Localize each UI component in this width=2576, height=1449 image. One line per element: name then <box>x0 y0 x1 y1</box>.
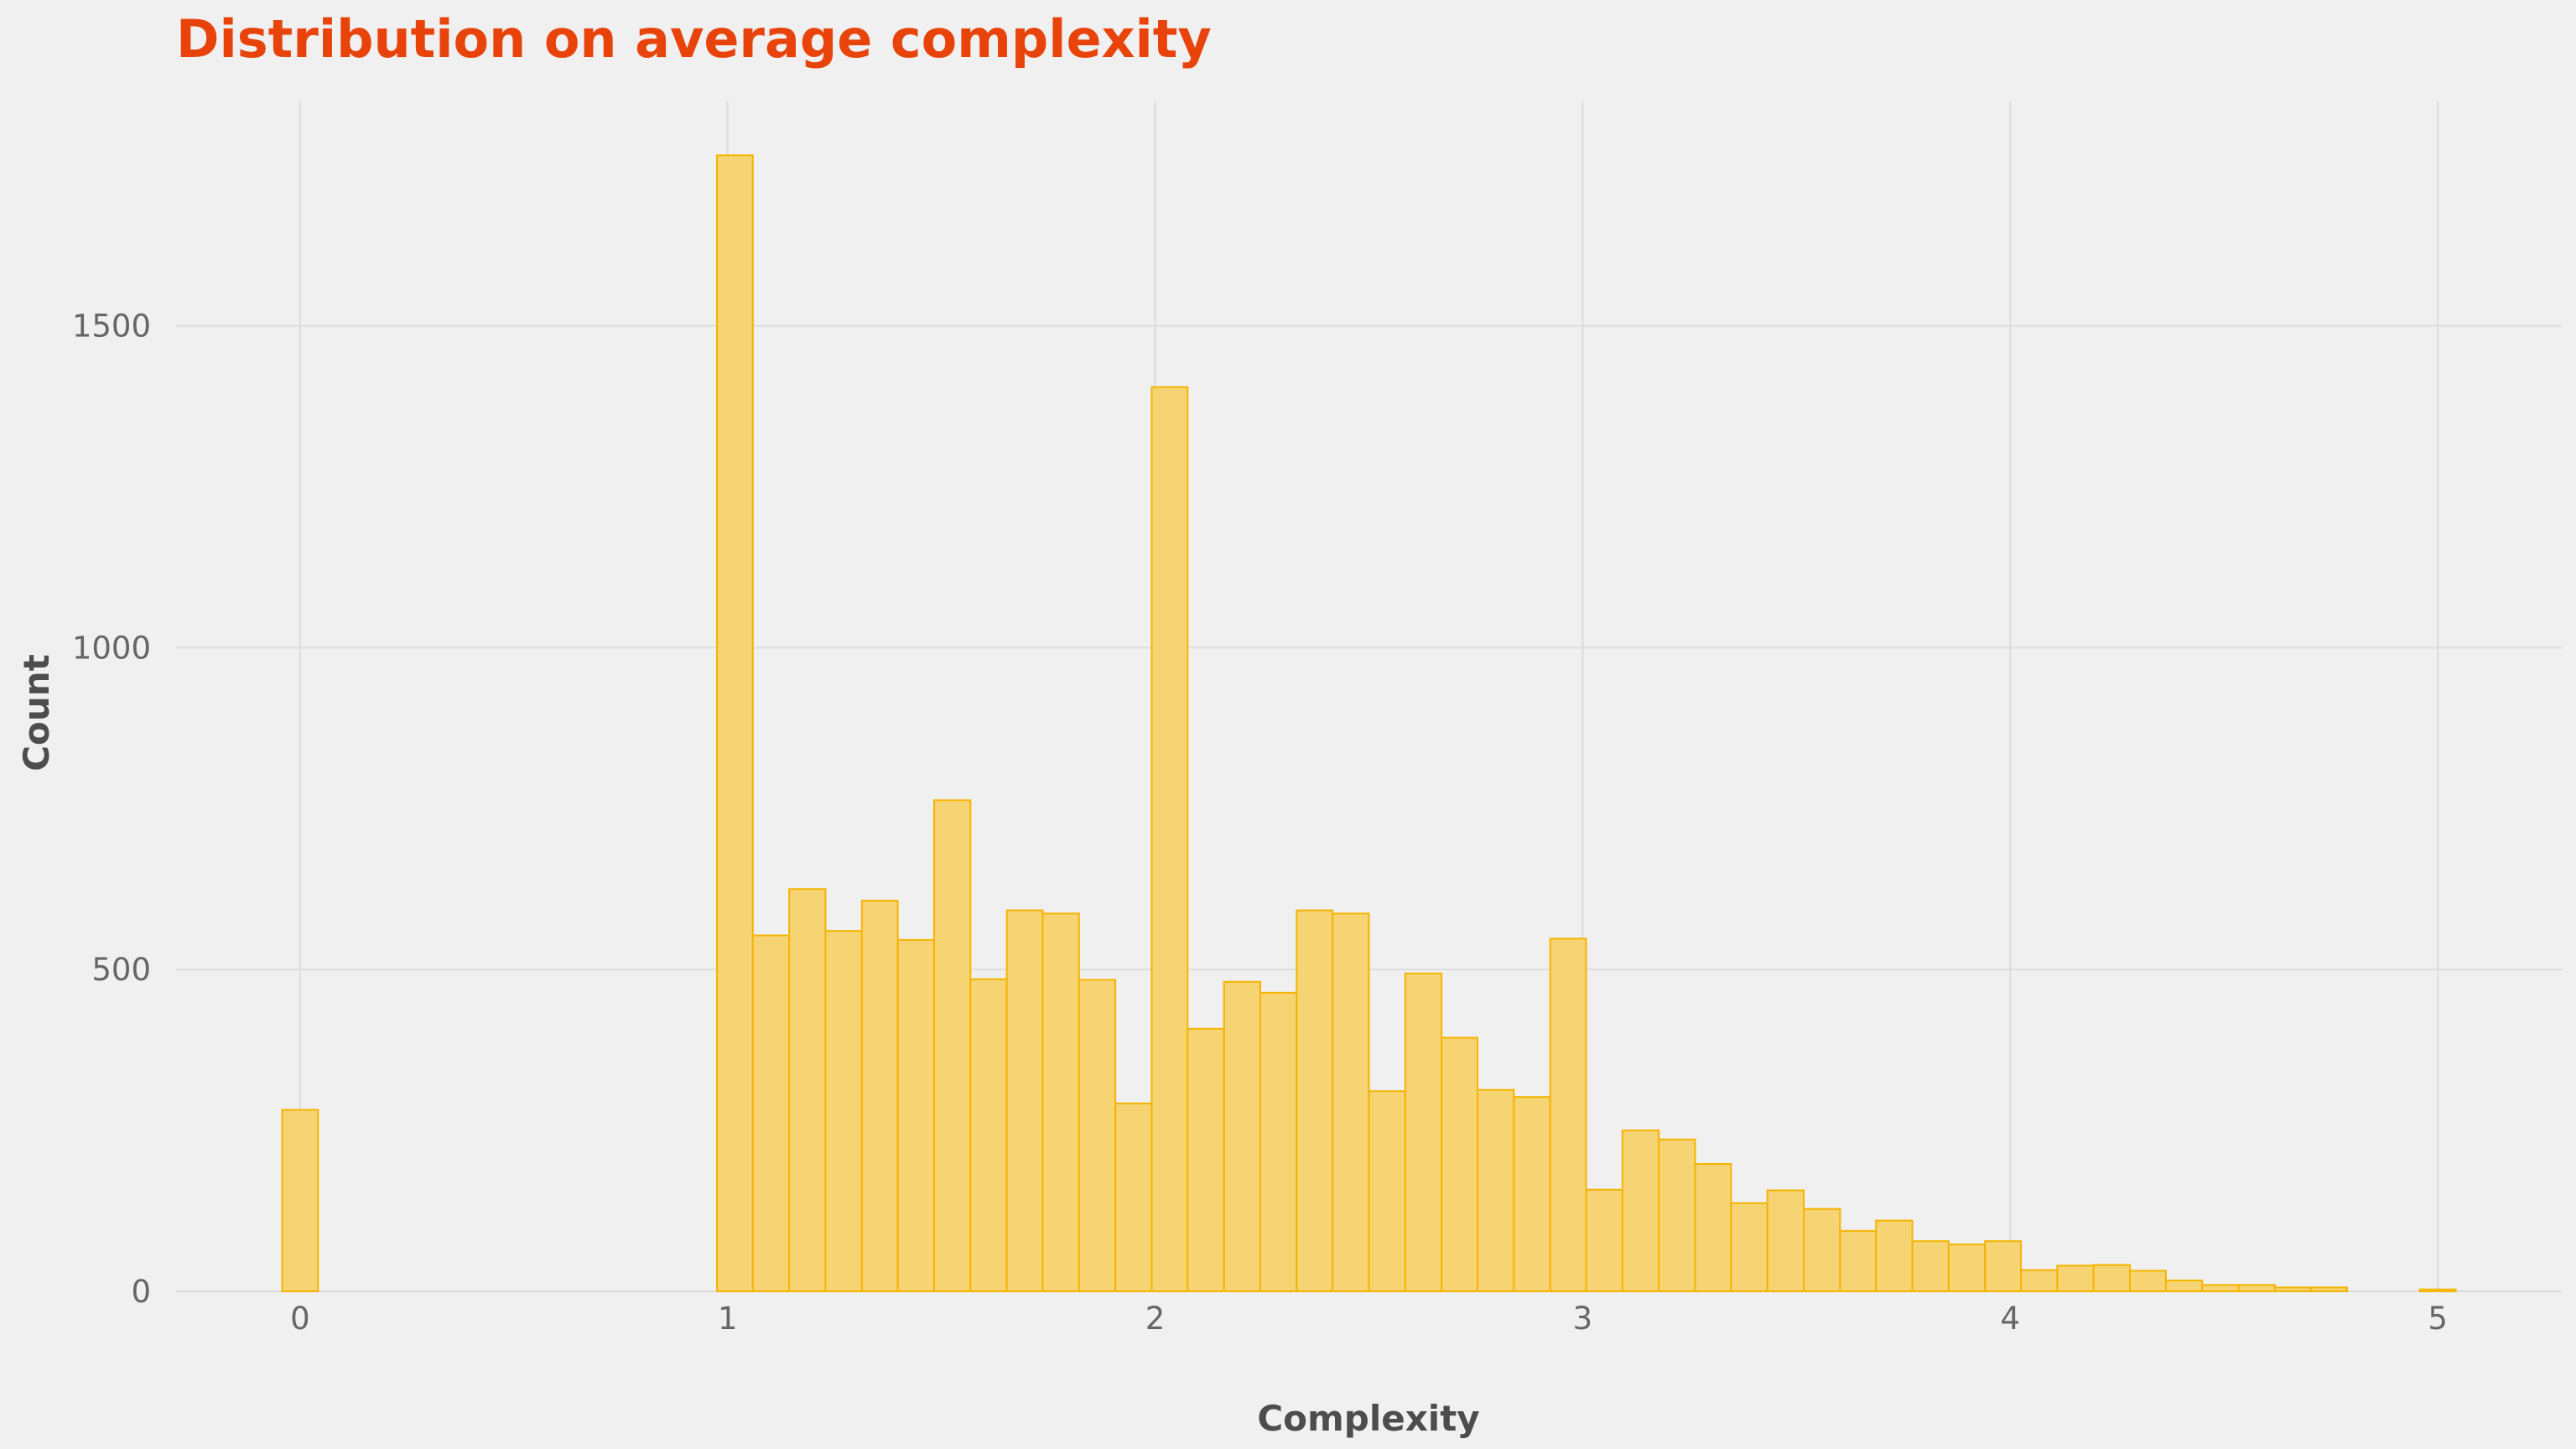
y-tick-label: 0 <box>131 1274 151 1310</box>
histogram-bar <box>2056 1265 2095 1292</box>
histogram-bar <box>1114 1102 1153 1292</box>
histogram-bar <box>1984 1240 2023 1293</box>
histogram-bar <box>2309 1286 2349 1293</box>
histogram-bar <box>969 978 1008 1292</box>
histogram-bar <box>1259 991 1298 1292</box>
x-tick-label: 0 <box>290 1301 310 1337</box>
histogram-bar <box>1368 1090 1406 1293</box>
histogram-bar <box>1549 937 1587 1292</box>
histogram-bar <box>2237 1284 2276 1293</box>
histogram-bar <box>1875 1219 1914 1293</box>
histogram-bar <box>2418 1288 2457 1292</box>
histogram-bar <box>932 799 972 1292</box>
histogram-bar <box>1947 1243 1987 1292</box>
histogram-bar <box>860 900 899 1292</box>
histogram-bar <box>2020 1269 2059 1293</box>
histogram-bar <box>1803 1208 1841 1292</box>
histogram-bar <box>1223 980 1261 1293</box>
histogram-bar <box>1005 909 1044 1292</box>
histogram-bars <box>281 154 2457 1293</box>
histogram-bar <box>1150 386 1189 1292</box>
y-tick-label: 1500 <box>72 309 151 345</box>
histogram-bar <box>1694 1163 1732 1292</box>
histogram-bar <box>1404 972 1443 1293</box>
x-tick-label: 2 <box>1145 1301 1166 1337</box>
histogram-bar <box>2201 1284 2240 1293</box>
histogram-bar <box>1513 1096 1551 1292</box>
x-tick-label: 4 <box>2001 1301 2021 1337</box>
histogram-bar <box>2273 1286 2312 1293</box>
histogram-bar <box>1911 1240 1950 1293</box>
histogram-bar <box>1187 1027 1225 1292</box>
histogram-bar <box>1041 912 1080 1293</box>
histogram-bar <box>2164 1279 2204 1292</box>
histogram-bar <box>824 930 863 1292</box>
x-tick-label: 5 <box>2428 1301 2448 1337</box>
x-tick-label: 1 <box>718 1301 738 1337</box>
histogram-bar <box>2092 1264 2132 1293</box>
histogram-bar <box>1477 1088 1515 1292</box>
axis-ticks: 0 1 2 3 4 5 0 500 1000 1500 <box>72 309 2448 1337</box>
histogram-bar <box>1296 909 1334 1292</box>
histogram-bar <box>1332 912 1370 1293</box>
histogram-bar <box>1658 1138 1696 1292</box>
histogram-bar <box>1621 1130 1660 1293</box>
histogram-bar <box>1766 1189 1805 1293</box>
histogram-bar <box>896 938 935 1292</box>
histogram-bar <box>751 934 791 1293</box>
x-tick-label: 3 <box>1573 1301 1593 1337</box>
histogram-bar <box>281 1109 319 1292</box>
histogram-bar <box>1078 979 1117 1293</box>
histogram-bar <box>788 888 827 1292</box>
histogram-bar <box>1585 1188 1623 1293</box>
histogram-bar <box>1441 1036 1479 1292</box>
x-axis-label: Complexity <box>1257 1398 1479 1439</box>
chart-title: Distribution on average complexity <box>176 8 1212 70</box>
histogram-bar <box>1839 1229 1877 1292</box>
histogram-bar <box>2129 1270 2167 1293</box>
y-tick-label: 1000 <box>72 630 151 666</box>
y-axis-label: Count <box>16 654 57 771</box>
histogram-bar <box>1730 1202 1768 1293</box>
y-tick-label: 500 <box>91 952 151 988</box>
histogram-bar <box>715 154 754 1292</box>
